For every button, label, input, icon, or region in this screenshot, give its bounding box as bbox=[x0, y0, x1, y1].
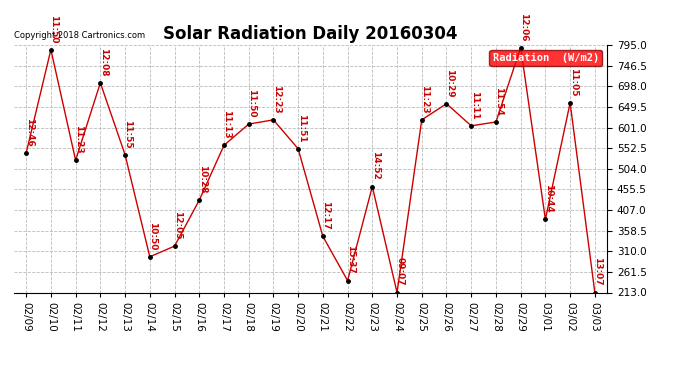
Text: 11:54: 11:54 bbox=[495, 87, 504, 116]
Legend: Radiation  (W/m2): Radiation (W/m2) bbox=[489, 50, 602, 66]
Text: 12:17: 12:17 bbox=[322, 201, 331, 230]
Text: 11:51: 11:51 bbox=[297, 114, 306, 142]
Text: 10:44: 10:44 bbox=[544, 184, 553, 213]
Text: 10:50: 10:50 bbox=[148, 222, 157, 251]
Text: 10:28: 10:28 bbox=[198, 165, 207, 194]
Text: 11:05: 11:05 bbox=[569, 68, 578, 96]
Text: 11:50: 11:50 bbox=[247, 89, 256, 118]
Text: 11:23: 11:23 bbox=[74, 125, 83, 154]
Text: 13:07: 13:07 bbox=[593, 258, 602, 286]
Text: 12:08: 12:08 bbox=[99, 48, 108, 76]
Text: 09:07: 09:07 bbox=[395, 258, 404, 286]
Text: 12:46: 12:46 bbox=[25, 118, 34, 147]
Text: 11:50: 11:50 bbox=[50, 15, 59, 43]
Title: Solar Radiation Daily 20160304: Solar Radiation Daily 20160304 bbox=[164, 26, 457, 44]
Text: 12:06: 12:06 bbox=[519, 13, 528, 41]
Text: 12:23: 12:23 bbox=[272, 85, 281, 114]
Text: 11:11: 11:11 bbox=[470, 91, 479, 119]
Text: 11:13: 11:13 bbox=[222, 110, 231, 139]
Text: 12:05: 12:05 bbox=[173, 211, 182, 240]
Text: 11:23: 11:23 bbox=[420, 85, 429, 114]
Text: 11:55: 11:55 bbox=[124, 120, 132, 148]
Text: 14:52: 14:52 bbox=[371, 152, 380, 180]
Text: Copyright 2018 Cartronics.com: Copyright 2018 Cartronics.com bbox=[14, 31, 145, 40]
Text: 15:37: 15:37 bbox=[346, 246, 355, 274]
Text: 10:29: 10:29 bbox=[445, 69, 454, 97]
